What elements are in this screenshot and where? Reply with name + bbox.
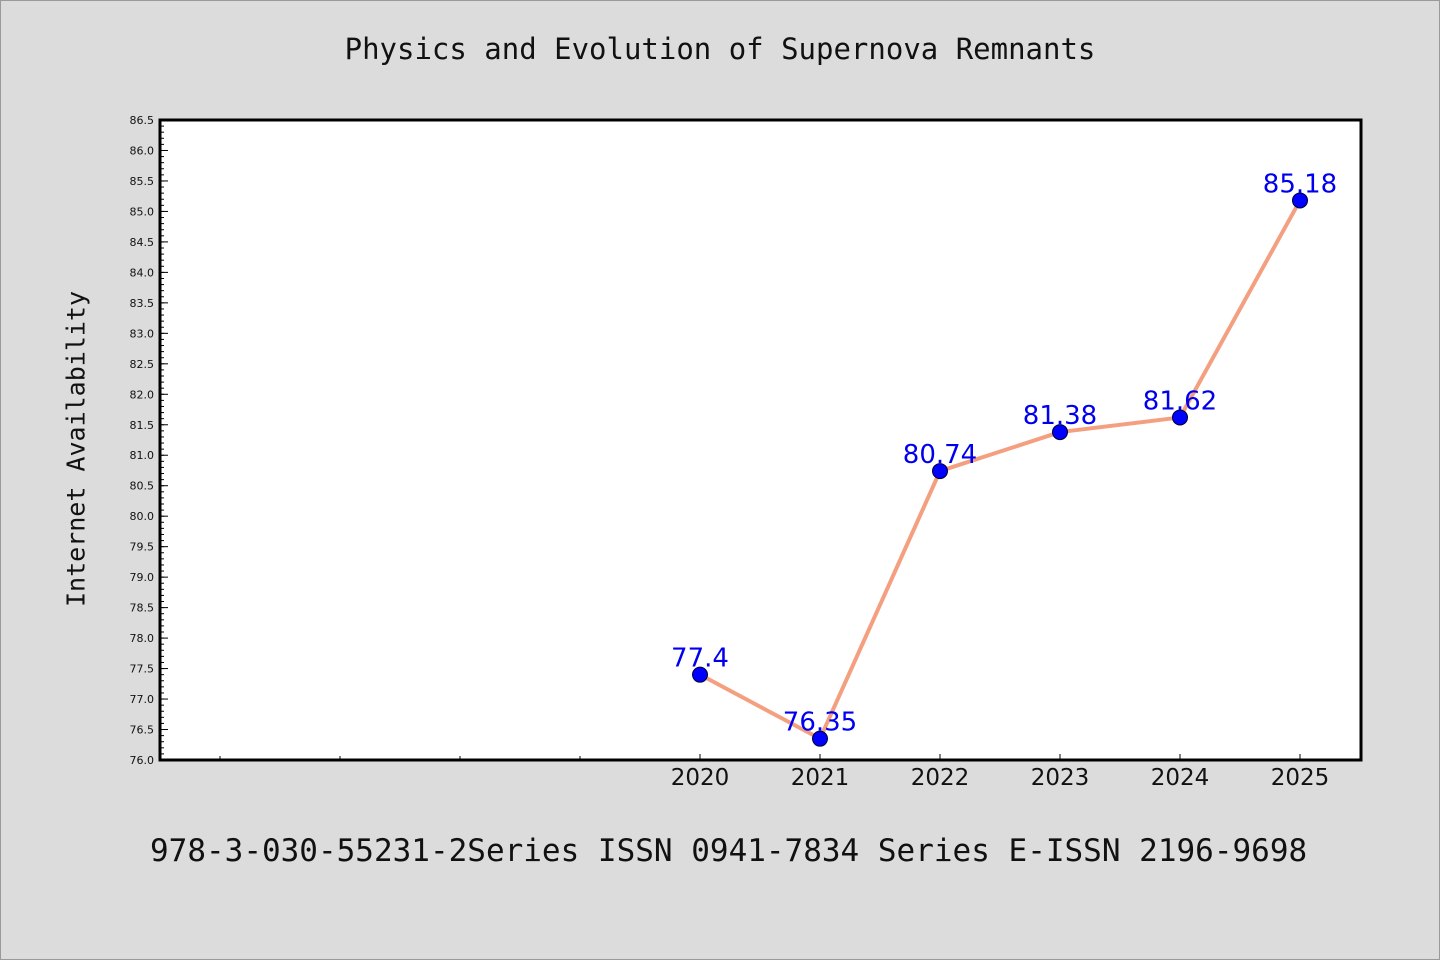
y-tick-label: 78.0 (130, 632, 155, 645)
series-markers (692, 192, 1308, 747)
data-point-marker (1172, 409, 1188, 426)
y-tick-label: 79.5 (130, 541, 155, 554)
x-axis-ticks: 2020 2021 2022 2023 2024 2025 (219, 754, 1330, 791)
x-tick-label: 2021 (791, 765, 850, 791)
y-tick-label: 83.0 (130, 327, 155, 340)
y-tick-label: 77.5 (130, 663, 155, 676)
y-tick-label: 80.5 (130, 480, 155, 493)
x-tick-label: 2023 (1031, 765, 1090, 791)
series-line (698, 198, 1302, 741)
y-tick-label: 83.5 (130, 297, 155, 310)
plot-area (158, 118, 1363, 762)
data-label: 80.74 (903, 440, 977, 470)
x-tick-label: 2020 (671, 765, 730, 791)
y-tick-label: 82.0 (130, 388, 155, 401)
y-tick-label: 79.0 (130, 571, 155, 584)
x-tick-label: 2025 (1271, 765, 1330, 791)
y-tick-label: 81.5 (130, 419, 155, 432)
data-point-marker (812, 730, 828, 747)
data-labels: 77.4 76.35 80.74 81.38 81.62 85.18 (671, 169, 1337, 737)
y-tick-label: 78.5 (130, 602, 155, 615)
y-axis-ticks: 76.0 76.5 77.0 77.5 78.0 78.5 79.0 79.5 80.0 80.5… (130, 114, 168, 767)
data-point-marker (932, 463, 948, 480)
data-point-marker (1052, 424, 1068, 441)
y-tick-label: 84.0 (130, 266, 155, 279)
data-label: 85.18 (1263, 169, 1337, 199)
y-tick-label: 76.0 (130, 754, 155, 767)
y-tick-label: 86.0 (130, 144, 155, 157)
y-tick-label: 80.0 (130, 510, 155, 523)
data-label: 77.4 (671, 644, 729, 674)
y-tick-label: 76.5 (130, 724, 155, 737)
y-tick-label: 85.0 (130, 205, 155, 218)
x-tick-label: 2024 (1151, 765, 1210, 791)
y-tick-label: 86.5 (130, 114, 155, 127)
data-label: 76.35 (783, 708, 857, 738)
y-tick-label: 82.5 (130, 358, 155, 371)
y-tick-label: 84.5 (130, 236, 155, 249)
data-label: 81.62 (1143, 386, 1217, 416)
x-tick-label: 2022 (911, 765, 970, 791)
data-label: 81.38 (1023, 401, 1097, 431)
data-point-marker (692, 666, 708, 683)
data-point-marker (1292, 192, 1308, 209)
y-tick-label: 77.0 (130, 693, 155, 706)
y-tick-label: 85.5 (130, 175, 155, 188)
chart-title: Physics and Evolution of Supernova Remna… (344, 32, 1096, 66)
y-tick-label: 81.0 (130, 449, 155, 462)
isbn-issn-note: 978-3-030-55231-2Series ISSN 0941-7834 S… (150, 833, 1308, 869)
